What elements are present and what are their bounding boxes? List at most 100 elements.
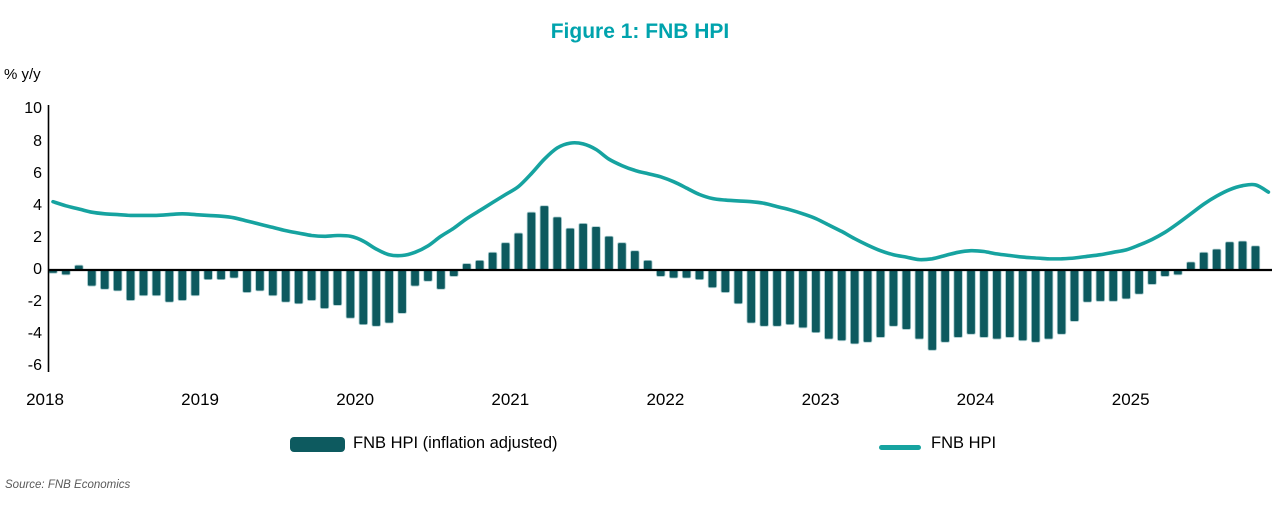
bar-2020-12 bbox=[500, 242, 511, 271]
bar-2025-09 bbox=[1237, 240, 1248, 271]
bar-2024-07 bbox=[1056, 269, 1067, 335]
x-tick-2025: 2025 bbox=[1111, 390, 1150, 409]
bar-2019-01 bbox=[203, 269, 213, 281]
chart-title: Figure 1: FNB HPI bbox=[550, 20, 730, 43]
bar-2020-07 bbox=[436, 269, 446, 290]
bar-2018-12 bbox=[190, 269, 200, 297]
bar-2023-02 bbox=[837, 269, 847, 342]
bar-2022-06 bbox=[733, 269, 743, 305]
bar-2025-02 bbox=[1147, 269, 1157, 285]
bar-2024-08 bbox=[1069, 269, 1080, 322]
bar-2024-03 bbox=[1005, 269, 1015, 338]
y-tick-4: 4 bbox=[33, 196, 42, 214]
bar-2021-03 bbox=[539, 205, 549, 271]
bar-2021-01 bbox=[513, 232, 524, 271]
bar-2018-04 bbox=[87, 269, 97, 287]
bar-2022-08 bbox=[759, 269, 769, 327]
bar-2018-06 bbox=[113, 269, 123, 292]
x-tick-2018: 2018 bbox=[26, 390, 64, 409]
bar-2018-05 bbox=[100, 269, 110, 290]
bar-2025-07 bbox=[1212, 248, 1222, 271]
bar-2018-11 bbox=[177, 269, 187, 301]
bar-2021-05 bbox=[565, 227, 575, 271]
bar-2022-10 bbox=[785, 269, 795, 326]
legend-line-swatch bbox=[879, 445, 921, 450]
bar-2020-10 bbox=[475, 259, 485, 271]
bar-2024-02 bbox=[992, 269, 1002, 340]
bar-2020-02 bbox=[371, 269, 381, 327]
bar-2019-11 bbox=[332, 269, 343, 306]
bar-2025-10 bbox=[1250, 245, 1261, 271]
bar-2021-06 bbox=[578, 223, 588, 271]
bar-2020-01 bbox=[358, 269, 368, 326]
x-tick-2020: 2020 bbox=[336, 390, 375, 409]
bar-2024-12 bbox=[1121, 269, 1131, 300]
bar-2019-07 bbox=[281, 269, 291, 303]
bar-2020-04 bbox=[397, 269, 407, 314]
bar-2022-12 bbox=[811, 269, 821, 334]
bar-2024-10 bbox=[1095, 269, 1105, 302]
bar-2019-02 bbox=[216, 269, 226, 281]
bar-2023-06 bbox=[888, 269, 899, 327]
bar-2025-08 bbox=[1224, 241, 1235, 271]
bar-2019-04 bbox=[242, 269, 252, 293]
bar-2019-09 bbox=[306, 269, 317, 301]
legend-line-label: FNB HPI bbox=[931, 434, 997, 452]
y-axis-unit-label: % y/y bbox=[4, 66, 41, 83]
bar-2023-07 bbox=[901, 269, 912, 330]
bar-2019-08 bbox=[294, 269, 304, 305]
bar-2021-07 bbox=[591, 226, 601, 271]
y-tick--2: -2 bbox=[27, 293, 42, 311]
bar-2022-01 bbox=[668, 269, 679, 279]
bar-2023-01 bbox=[824, 269, 834, 340]
bar-2023-03 bbox=[850, 269, 860, 345]
bar-2024-01 bbox=[979, 269, 989, 338]
bar-2021-04 bbox=[552, 216, 562, 271]
bar-2023-08 bbox=[914, 269, 924, 340]
source-note: Source: FNB Economics bbox=[5, 479, 131, 491]
legend-bar-label: FNB HPI (inflation adjusted) bbox=[353, 434, 558, 452]
bar-2025-01 bbox=[1134, 269, 1144, 295]
bar-2021-10 bbox=[630, 250, 640, 271]
bar-2019-12 bbox=[345, 269, 356, 319]
y-tick-6: 6 bbox=[33, 164, 42, 182]
bar-2018-07 bbox=[125, 269, 136, 301]
bar-2020-03 bbox=[384, 269, 394, 324]
bar-2023-12 bbox=[966, 269, 976, 335]
x-tick-2024: 2024 bbox=[956, 390, 995, 409]
legend-bar-swatch bbox=[290, 437, 345, 452]
x-tick-2022: 2022 bbox=[646, 390, 685, 409]
x-tick-2023: 2023 bbox=[801, 390, 840, 409]
bar-2022-09 bbox=[772, 269, 782, 327]
bar-2020-05 bbox=[410, 269, 420, 287]
bar-2025-06 bbox=[1199, 251, 1209, 271]
bar-2022-03 bbox=[694, 269, 705, 281]
x-tick-2019: 2019 bbox=[181, 390, 219, 409]
bar-2023-05 bbox=[875, 269, 886, 338]
bar-2022-04 bbox=[707, 269, 718, 289]
bar-2018-10 bbox=[164, 269, 175, 303]
bar-2024-05 bbox=[1031, 269, 1041, 343]
bar-2023-10 bbox=[940, 269, 950, 343]
bar-series-group bbox=[48, 205, 1261, 351]
line-series-path bbox=[51, 140, 1271, 262]
bar-2019-06 bbox=[268, 269, 278, 297]
bar-2021-11 bbox=[643, 259, 653, 271]
y-tick-0: 0 bbox=[33, 261, 42, 278]
bar-2021-08 bbox=[604, 235, 614, 271]
bar-2022-07 bbox=[746, 269, 756, 324]
y-tick-8: 8 bbox=[33, 132, 42, 150]
bar-2023-09 bbox=[927, 269, 937, 351]
bar-2020-06 bbox=[423, 269, 433, 282]
bar-2022-02 bbox=[681, 269, 692, 279]
bar-2025-05 bbox=[1186, 261, 1196, 271]
bar-2023-11 bbox=[953, 269, 963, 338]
bar-2024-04 bbox=[1018, 269, 1028, 342]
bar-2024-11 bbox=[1108, 269, 1118, 302]
bar-2018-08 bbox=[138, 269, 149, 297]
y-tick-2: 2 bbox=[33, 228, 42, 246]
bar-2024-09 bbox=[1082, 269, 1093, 303]
y-tick--6: -6 bbox=[27, 357, 42, 375]
